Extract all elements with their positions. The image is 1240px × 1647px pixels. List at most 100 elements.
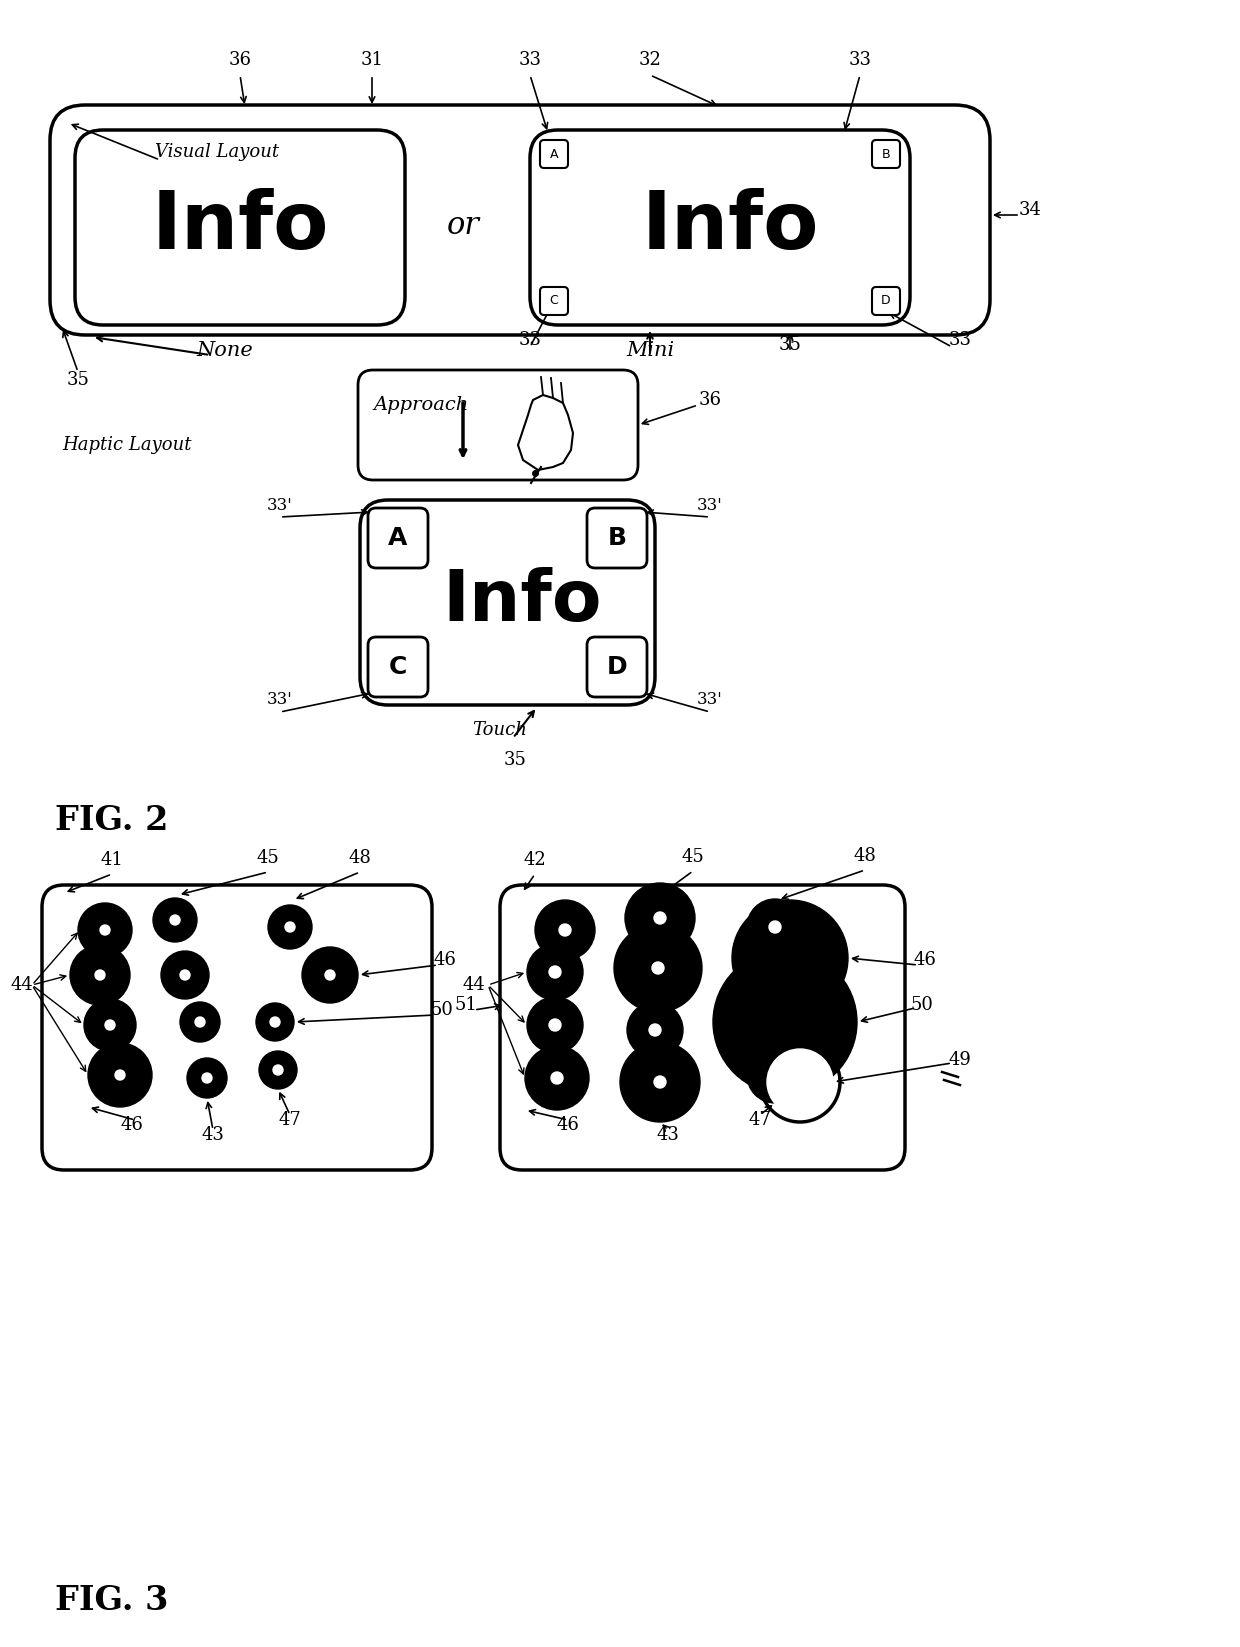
Circle shape: [303, 947, 358, 1003]
FancyBboxPatch shape: [872, 287, 900, 315]
Text: 42: 42: [523, 851, 547, 870]
Circle shape: [549, 1019, 560, 1031]
Text: 48: 48: [853, 847, 877, 865]
Text: 46: 46: [120, 1117, 144, 1135]
Text: 47: 47: [749, 1112, 771, 1128]
Text: 48: 48: [348, 848, 372, 866]
Text: 46: 46: [914, 950, 936, 968]
Circle shape: [620, 1043, 701, 1122]
Text: Info: Info: [641, 188, 818, 267]
Text: 50: 50: [430, 1001, 454, 1019]
Circle shape: [105, 1019, 115, 1029]
Text: A: A: [388, 525, 408, 550]
Text: 51: 51: [455, 996, 477, 1015]
Text: 33': 33': [697, 496, 723, 514]
Circle shape: [746, 1047, 804, 1103]
Circle shape: [746, 899, 804, 955]
Text: 36: 36: [698, 390, 722, 408]
Circle shape: [625, 883, 694, 954]
Circle shape: [115, 1071, 125, 1080]
Circle shape: [78, 903, 131, 957]
Text: 36: 36: [228, 51, 252, 69]
FancyBboxPatch shape: [872, 140, 900, 168]
Circle shape: [525, 1046, 589, 1110]
FancyBboxPatch shape: [587, 637, 647, 697]
Text: Approach: Approach: [373, 395, 469, 413]
Text: 34: 34: [1018, 201, 1042, 219]
Text: 33: 33: [848, 51, 872, 69]
Text: 33: 33: [518, 51, 542, 69]
Text: 46: 46: [434, 950, 456, 968]
Circle shape: [534, 899, 595, 960]
Text: FIG. 3: FIG. 3: [55, 1583, 169, 1616]
Text: 32: 32: [639, 51, 661, 69]
Text: Visual Layout: Visual Layout: [155, 143, 279, 161]
Text: C: C: [549, 295, 558, 308]
Circle shape: [100, 926, 110, 935]
Text: Mini: Mini: [626, 341, 675, 359]
Circle shape: [614, 924, 702, 1011]
Text: 41: 41: [100, 851, 124, 870]
Circle shape: [649, 1024, 661, 1036]
Text: 43: 43: [202, 1127, 224, 1145]
Text: 33': 33': [267, 496, 293, 514]
Text: 33': 33': [697, 692, 723, 708]
FancyBboxPatch shape: [368, 637, 428, 697]
Circle shape: [84, 1000, 136, 1051]
FancyBboxPatch shape: [368, 507, 428, 568]
FancyBboxPatch shape: [50, 105, 990, 334]
Text: FIG. 2: FIG. 2: [55, 804, 169, 837]
Text: D: D: [882, 295, 890, 308]
Circle shape: [732, 899, 848, 1016]
Text: 35: 35: [503, 751, 527, 769]
Text: None: None: [197, 341, 253, 359]
Text: 43: 43: [656, 1127, 680, 1145]
Circle shape: [527, 944, 583, 1000]
Text: Info: Info: [443, 568, 601, 636]
Circle shape: [95, 970, 105, 980]
Circle shape: [187, 1057, 227, 1099]
Circle shape: [161, 950, 210, 1000]
Circle shape: [768, 1049, 833, 1115]
Text: 33: 33: [518, 331, 542, 349]
Circle shape: [202, 1072, 212, 1084]
Text: B: B: [608, 525, 626, 550]
Circle shape: [652, 962, 663, 973]
Text: 31: 31: [361, 51, 383, 69]
Text: C: C: [389, 656, 407, 679]
Circle shape: [180, 1001, 219, 1043]
Text: Info: Info: [151, 188, 329, 267]
Circle shape: [195, 1016, 205, 1028]
Circle shape: [713, 950, 857, 1094]
FancyBboxPatch shape: [74, 130, 405, 324]
Circle shape: [653, 912, 666, 924]
FancyBboxPatch shape: [587, 507, 647, 568]
FancyBboxPatch shape: [360, 501, 655, 705]
FancyBboxPatch shape: [539, 140, 568, 168]
FancyBboxPatch shape: [358, 371, 639, 479]
Text: 33: 33: [949, 331, 971, 349]
Text: or: or: [446, 209, 480, 240]
Text: 35: 35: [67, 371, 89, 389]
FancyBboxPatch shape: [42, 884, 432, 1169]
Text: Haptic Layout: Haptic Layout: [62, 436, 191, 455]
Text: A: A: [549, 148, 558, 160]
Text: 44: 44: [463, 977, 485, 995]
Circle shape: [88, 1043, 153, 1107]
Circle shape: [627, 1001, 683, 1057]
Circle shape: [268, 904, 312, 949]
Text: D: D: [606, 656, 627, 679]
Circle shape: [769, 1069, 781, 1080]
Circle shape: [653, 1075, 666, 1089]
Text: Touch: Touch: [472, 721, 527, 740]
Text: 46: 46: [557, 1117, 579, 1135]
Circle shape: [559, 924, 570, 935]
Text: 47: 47: [279, 1112, 301, 1128]
Circle shape: [273, 1066, 283, 1075]
Circle shape: [285, 922, 295, 932]
Text: 50: 50: [910, 996, 934, 1015]
Circle shape: [170, 916, 180, 926]
Text: 33': 33': [267, 692, 293, 708]
Circle shape: [259, 1051, 298, 1089]
Text: 45: 45: [682, 848, 704, 866]
